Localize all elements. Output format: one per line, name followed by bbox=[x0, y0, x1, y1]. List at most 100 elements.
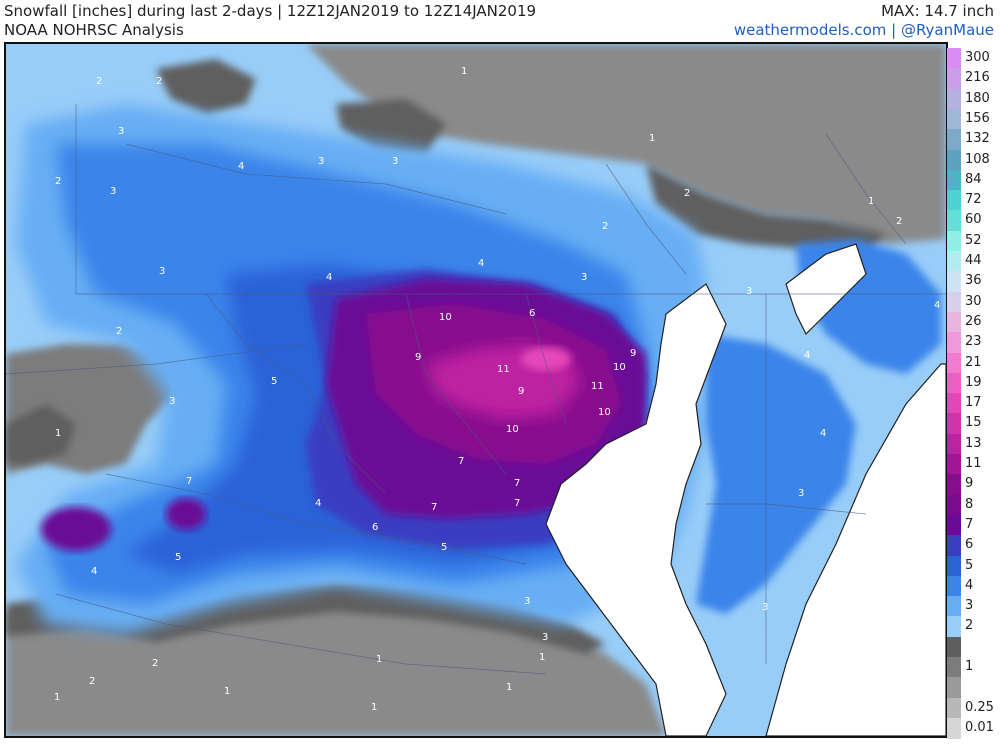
legend-value: 4 bbox=[965, 577, 974, 593]
contour-label: 7 bbox=[186, 476, 192, 487]
legend-entry: 3 bbox=[947, 596, 1000, 618]
map-subtitle: NOAA NOHRSC Analysis bbox=[4, 21, 184, 39]
contour-label: 7 bbox=[431, 502, 437, 513]
contour-label: 3 bbox=[762, 602, 768, 613]
contour-label: 1 bbox=[224, 686, 230, 697]
legend-swatch bbox=[947, 636, 961, 658]
delaware-bay bbox=[785, 243, 867, 336]
legend-swatch bbox=[947, 311, 961, 333]
contour-label: 1 bbox=[461, 66, 467, 77]
legend-entry: 52 bbox=[947, 230, 1000, 252]
contour-label: 2 bbox=[602, 221, 608, 232]
max-value-label: MAX: 14.7 inch bbox=[881, 2, 994, 20]
legend-value: 6 bbox=[965, 537, 974, 553]
legend-swatch bbox=[947, 535, 961, 557]
legend-entry: 132 bbox=[947, 129, 1000, 151]
legend-entry: 1 bbox=[947, 657, 1000, 678]
contour-label: 4 bbox=[934, 300, 940, 311]
legend-entry: 13 bbox=[947, 433, 1000, 455]
legend-entry: 0.25 bbox=[947, 697, 1000, 719]
contour-label: 5 bbox=[175, 552, 181, 563]
contour-label: 3 bbox=[392, 156, 398, 167]
contour-label: 2 bbox=[684, 188, 690, 199]
contour-label: 2 bbox=[156, 76, 162, 87]
contour-label: 7 bbox=[514, 478, 520, 489]
legend-swatch bbox=[947, 332, 961, 354]
contour-label: 1 bbox=[55, 428, 61, 439]
contour-label: 11 bbox=[497, 364, 510, 375]
legend-entry: 108 bbox=[947, 149, 1000, 171]
dark-gray-nw-blob-2 bbox=[336, 99, 446, 154]
legend-entry: 72 bbox=[947, 190, 1000, 212]
color-scale-legend: 300 216 180 156 132 108 84 72 60 52 44 36 30 26 23 21 19… bbox=[947, 48, 1000, 739]
legend-entry: 9 bbox=[947, 474, 1000, 496]
legend-swatch bbox=[947, 48, 961, 69]
legend-value: 2 bbox=[965, 618, 974, 634]
legend-entry: 30 bbox=[947, 291, 1000, 313]
snow-7in-west-blob bbox=[41, 507, 111, 551]
contour-label: 6 bbox=[529, 308, 535, 319]
contour-labels: 2 2 1 3 4 3 3 3 1 2 2 2 1 2 3 4 4 3 3 4 … bbox=[54, 66, 940, 713]
legend-swatch bbox=[947, 454, 961, 475]
legend-value: 19 bbox=[965, 374, 982, 390]
contour-label: 3 bbox=[798, 488, 804, 499]
contour-label: 3 bbox=[581, 272, 587, 283]
contour-label: 9 bbox=[415, 352, 421, 363]
legend-value: 9 bbox=[965, 476, 974, 492]
legend-value: 26 bbox=[965, 313, 982, 329]
contour-label: 3 bbox=[118, 126, 124, 137]
legend-swatch bbox=[947, 677, 961, 699]
legend-value: 44 bbox=[965, 253, 982, 268]
contour-label: 4 bbox=[820, 428, 826, 439]
contour-label: 7 bbox=[514, 498, 520, 509]
snowfall-map: 2 2 1 3 4 3 3 3 1 2 2 2 1 2 3 4 4 3 3 4 … bbox=[4, 42, 948, 738]
contour-label: 1 bbox=[376, 654, 382, 665]
legend-entry: 300 bbox=[947, 48, 1000, 69]
legend-swatch bbox=[947, 514, 961, 536]
legend-value: 60 bbox=[965, 212, 982, 228]
legend-value: 52 bbox=[965, 232, 982, 248]
legend-swatch bbox=[947, 88, 961, 110]
legend-swatch bbox=[947, 717, 961, 739]
legend-value: 1 bbox=[965, 659, 974, 674]
contour-label: 10 bbox=[613, 362, 626, 373]
legend-entry: 11 bbox=[947, 454, 1000, 475]
county-boundaries bbox=[6, 104, 946, 675]
contour-label: 3 bbox=[318, 156, 324, 167]
contour-label: 2 bbox=[896, 216, 902, 227]
legend-value: 216 bbox=[965, 70, 990, 86]
contour-label: 2 bbox=[152, 658, 158, 669]
legend-value: 108 bbox=[965, 151, 990, 167]
gray-north-region bbox=[306, 44, 946, 244]
legend-entry bbox=[947, 677, 1000, 699]
legend-value: 132 bbox=[965, 131, 990, 147]
contour-label: 1 bbox=[371, 702, 377, 713]
contour-label: 4 bbox=[478, 258, 484, 269]
contour-label: 4 bbox=[326, 272, 332, 283]
contour-label: 2 bbox=[96, 76, 102, 87]
legend-value: 156 bbox=[965, 110, 990, 126]
legend-swatch bbox=[947, 190, 961, 212]
contour-label: 7 bbox=[458, 456, 464, 467]
legend-entry: 156 bbox=[947, 108, 1000, 130]
snow-7in-west-blob-2 bbox=[166, 498, 206, 530]
legend-swatch bbox=[947, 494, 961, 516]
legend-swatch bbox=[947, 413, 961, 435]
legend-value: 0.25 bbox=[965, 699, 994, 715]
legend-swatch bbox=[947, 697, 961, 719]
legend-swatch bbox=[947, 271, 961, 293]
snow-13in-max bbox=[521, 347, 571, 371]
contour-label: 1 bbox=[506, 682, 512, 693]
legend-entry: 15 bbox=[947, 413, 1000, 435]
legend-swatch bbox=[947, 230, 961, 252]
contour-label: 10 bbox=[439, 312, 452, 323]
legend-value: 84 bbox=[965, 171, 982, 187]
dark-gray-nw-blob bbox=[156, 59, 256, 114]
legend-value: 30 bbox=[965, 293, 982, 309]
contour-label: 9 bbox=[518, 386, 524, 397]
legend-entry: 23 bbox=[947, 332, 1000, 354]
legend-swatch bbox=[947, 433, 961, 455]
credit-link[interactable]: weathermodels.com | @RyanMaue bbox=[733, 21, 994, 39]
legend-value: 21 bbox=[965, 354, 982, 370]
legend-swatch bbox=[947, 616, 961, 638]
